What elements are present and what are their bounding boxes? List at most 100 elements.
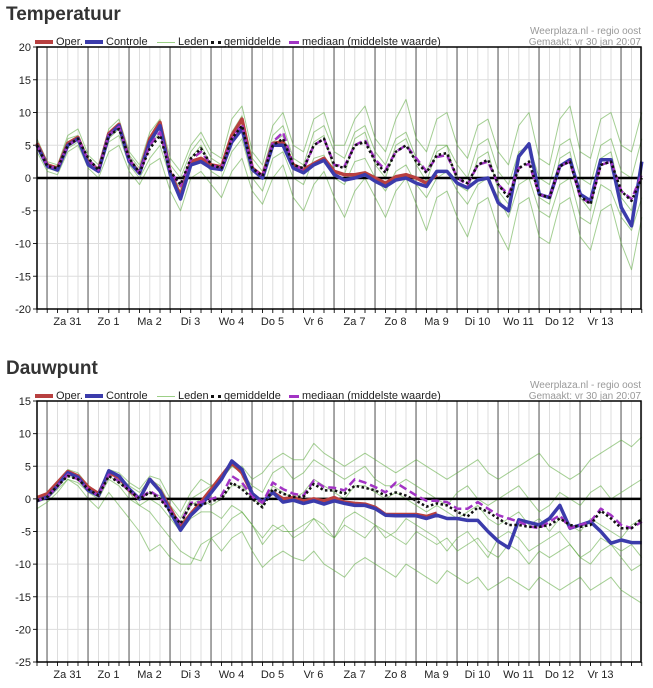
oper-swatch — [35, 40, 53, 44]
x-tick-label: Za 31 — [53, 316, 81, 328]
made-label: Gemaakt: vr 30 jan 20:07 — [528, 37, 641, 48]
y-tick-label: -5 — [21, 527, 31, 539]
legend-item-oper: Oper. — [35, 36, 83, 48]
legend-item-mediaan: mediaan (middelste waarde) — [289, 36, 441, 48]
legend-label: Leden — [178, 390, 209, 402]
x-tick-label: Za 31 — [53, 669, 81, 681]
legend-label: gemiddelde — [224, 390, 281, 402]
controle-swatch — [85, 40, 103, 44]
plot-frame — [36, 46, 642, 310]
x-tick-label: Wo 4 — [219, 669, 244, 681]
x-tick-label: Vr 6 — [304, 316, 324, 328]
y-tick-label: -5 — [21, 206, 31, 218]
y-tick-label: -25 — [15, 657, 31, 669]
x-tick-label: Ma 9 — [424, 316, 448, 328]
gemiddelde-swatch — [211, 394, 221, 398]
legend-label: Controle — [106, 390, 148, 402]
y-tick-label: 15 — [19, 396, 31, 408]
y-tick-label: -15 — [15, 271, 31, 283]
y-tick-label: -15 — [15, 592, 31, 604]
source-label: Weerplaza.nl - regio oost — [530, 26, 641, 37]
y-tick-label: 10 — [19, 429, 31, 441]
y-tick-label: 0 — [25, 494, 31, 506]
legend-label: Leden — [178, 36, 209, 48]
credit-temperatuur: Weerplaza.nl - regio oost Gemaakt: vr 30… — [529, 26, 641, 48]
gemiddelde-line — [36, 474, 643, 530]
leden-swatch — [157, 395, 175, 397]
legend-label: Oper. — [56, 390, 83, 402]
y-tick-label: 10 — [19, 108, 31, 120]
legend-item-controle: Controle — [85, 36, 148, 48]
member-line — [36, 144, 643, 271]
x-tick-label: Za 7 — [343, 316, 365, 328]
y-tick-label: -10 — [15, 239, 31, 251]
source-label: Weerplaza.nl - regio oost — [530, 380, 641, 391]
gemiddelde-line — [35, 124, 643, 206]
member-line — [36, 134, 643, 231]
y-tick-label: 5 — [25, 140, 31, 152]
y-tick-label: -20 — [15, 304, 31, 316]
chart-0: 20 15 10 5 0 -5 -10 -15 -20 Za 31 Zo 1 Ma 2 Di 3 Wo 4… — [15, 42, 644, 328]
plot-frame — [36, 400, 642, 663]
chart-title-temperatuur: Temperatuur — [6, 4, 121, 25]
mediaan-swatch — [289, 40, 299, 44]
y-tick-label: -10 — [15, 559, 31, 571]
legend-label: gemiddelde — [224, 36, 281, 48]
mediaan-line — [35, 123, 643, 205]
gemiddelde-swatch — [211, 40, 221, 44]
legend-item-leden: Leden — [157, 36, 209, 48]
controle-line — [36, 459, 642, 550]
x-tick-label: Di 3 — [181, 316, 201, 328]
x-tick-label: Zo 8 — [384, 316, 406, 328]
made-label: Gemaakt: vr 30 jan 20:07 — [528, 391, 641, 402]
legend-item-leden: Leden — [157, 390, 209, 402]
member-line — [36, 472, 643, 562]
x-tick-label: Vr 6 — [304, 669, 324, 681]
x-tick-label: Wo 4 — [219, 316, 244, 328]
y-tick-label: 5 — [25, 461, 31, 473]
x-tick-label: Zo 8 — [384, 669, 406, 681]
x-tick-label: Di 10 — [465, 669, 491, 681]
member-line — [36, 98, 643, 172]
legend-label: Controle — [106, 36, 148, 48]
x-tick-label: Do 12 — [545, 316, 574, 328]
legend-label: mediaan (middelste waarde) — [302, 390, 441, 402]
legend-item-gemiddelde: gemiddelde — [211, 36, 281, 48]
x-tick-label: Ma 2 — [137, 316, 161, 328]
mediaan-swatch — [289, 394, 299, 398]
x-tick-label: Do 5 — [261, 669, 284, 681]
legend-item-oper: Oper. — [35, 390, 83, 402]
legend-item-mediaan: mediaan (middelste waarde) — [289, 390, 441, 402]
legend-item-controle: Controle — [85, 390, 148, 402]
x-tick-label: Ma 9 — [424, 669, 448, 681]
x-tick-label: Do 12 — [545, 669, 574, 681]
chart-1: 15 10 5 0 -5 -10 -15 -20 -25 Za 31 Zo 1 Ma 2 Di 3 Wo … — [15, 396, 643, 681]
x-tick-label: Di 3 — [181, 669, 201, 681]
member-line — [36, 459, 643, 519]
leden-swatch — [157, 41, 175, 43]
legend-label: Oper. — [56, 36, 83, 48]
oper-swatch — [35, 394, 53, 398]
legend-item-gemiddelde: gemiddelde — [211, 390, 281, 402]
x-tick-label: Zo 1 — [97, 669, 119, 681]
x-tick-label: Vr 13 — [588, 669, 614, 681]
x-tick-label: Wo 11 — [503, 669, 534, 681]
y-tick-label: 20 — [19, 42, 31, 54]
member-line — [36, 478, 643, 604]
x-tick-label: Ma 2 — [137, 669, 161, 681]
x-tick-label: Vr 13 — [588, 316, 614, 328]
x-tick-label: Do 5 — [261, 316, 284, 328]
x-tick-label: Zo 1 — [97, 316, 119, 328]
member-line — [36, 436, 643, 513]
chart-title-dauwpunt: Dauwpunt — [6, 358, 98, 379]
y-tick-label: 0 — [25, 173, 31, 185]
credit-dauwpunt: Weerplaza.nl - regio oost Gemaakt: vr 30… — [529, 380, 641, 402]
member-line — [36, 478, 643, 572]
controle-swatch — [85, 394, 103, 398]
x-tick-label: Di 10 — [465, 316, 491, 328]
y-tick-label: 15 — [19, 75, 31, 87]
x-tick-label: Za 7 — [343, 669, 365, 681]
legend-label: mediaan (middelste waarde) — [302, 36, 441, 48]
x-tick-label: Wo 11 — [503, 316, 534, 328]
y-tick-label: -20 — [15, 624, 31, 636]
